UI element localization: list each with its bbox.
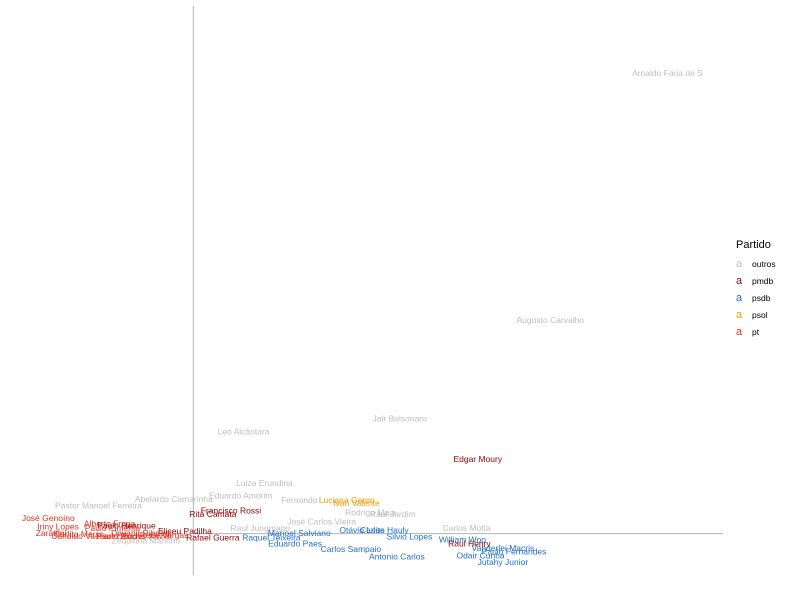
legend-item-outros: a outros xyxy=(736,255,800,272)
point-label-psol: Ivan Valente xyxy=(333,498,380,508)
point-label-outros: Arnaldo Faria de S xyxy=(632,68,703,78)
legend-item-psol: a psol xyxy=(736,306,800,323)
axes xyxy=(192,6,723,575)
point-label-outros: Eduardo Amorim xyxy=(209,490,272,500)
point-label-pt: Eudes Xavier xyxy=(122,531,173,541)
point-label-psdb: Manoel Salviano xyxy=(268,528,331,538)
legend-title: Partido xyxy=(736,239,771,251)
legend: Partido a outros a pmdb a psdb a psol a pt xyxy=(736,239,800,340)
point-label-pmdb: Rafael Guerra xyxy=(186,533,240,543)
legend-key-glyph: a xyxy=(736,274,743,287)
legend-key-glyph: a xyxy=(736,291,743,304)
point-label-psdb: Raquel Teixeira xyxy=(242,533,301,543)
point-label-pt: Carlito Merss xyxy=(54,529,104,539)
legend-key-glyph: a xyxy=(736,257,743,270)
point-label-outros: Leo Alcântara xyxy=(218,427,270,437)
point-label-psdb: Carlos Sampaio xyxy=(321,544,382,554)
legend-key-glyph: a xyxy=(736,325,743,338)
legend-label: psol xyxy=(752,309,768,320)
point-label-pmdb: Rita Camata xyxy=(189,509,237,519)
legend-items: a outros a pmdb a psdb a psol a pt xyxy=(736,255,800,340)
point-label-psdb: William Woo xyxy=(439,535,486,545)
point-label-pt: Zarattini xyxy=(36,528,67,538)
legend-label: outros xyxy=(752,258,776,269)
point-label-psdb: Otávio Leite xyxy=(339,525,385,535)
point-label-outros: Rodrigo Maia xyxy=(345,507,396,517)
point-label-pmdb: Eliseu Padilha xyxy=(158,526,212,536)
point-label-outros: Carlos Motta xyxy=(443,523,491,533)
point-label-psdb: Odair Cunha xyxy=(456,550,504,560)
point-label-pt: Paulo Rocha xyxy=(96,531,145,541)
point-label-outros: Jair Bolsonaro xyxy=(373,413,428,423)
point-label-pt: José Genoíno xyxy=(22,513,75,523)
point-label-outros: Abelardo Camarinha xyxy=(135,494,213,504)
point-label-psdb: Jutahy Junior xyxy=(478,557,529,567)
legend-item-psdb: a psdb xyxy=(736,289,800,306)
point-label-outros: José Carlos Vieira xyxy=(287,517,356,527)
point-label-pmdb: Raul Henry xyxy=(448,538,491,548)
point-label-psol: Luciana Genro xyxy=(319,495,375,505)
point-label-outros: Raul Jardim xyxy=(370,509,415,519)
point-label-psdb: Vanderlei Macris xyxy=(472,543,535,553)
point-label-psdb: Paulo Fernandes xyxy=(482,547,547,557)
legend-item-pmdb: a pmdb xyxy=(736,272,800,289)
legend-label: pt xyxy=(752,326,760,337)
point-label-outros: Zequinha Marinho xyxy=(112,535,181,545)
point-label-pmdb: Paulo Henrique xyxy=(97,520,156,530)
point-label-pt: Pepe Vargas xyxy=(140,530,189,540)
point-label-outros: Pastor Manoel Ferreira xyxy=(55,501,142,511)
point-label-pmdb: Francisco Rossi xyxy=(201,505,262,515)
point-label-pt: Devanir Ribeiro xyxy=(111,528,170,538)
point-label-pt: Iriny Lopes xyxy=(37,521,79,531)
point-label-psdb: Eduardo Paes xyxy=(268,538,322,548)
point-label-psdb: Silvio Lopes xyxy=(387,532,433,542)
point-label-pmdb: Edgar Moury xyxy=(453,454,502,464)
legend-label: psdb xyxy=(752,292,771,303)
point-label-outros: Raul Jungmann xyxy=(230,523,290,533)
point-label-pt: Cândido Vaccarezza xyxy=(51,531,129,541)
point-label-outros: Luiza Erundina xyxy=(236,478,293,488)
point-label-psdb: Carlos Hauly xyxy=(360,525,409,535)
point-labels: Arnaldo Faria de S Augusto Carvalho Jair B… xyxy=(22,68,703,567)
legend-label: pmdb xyxy=(752,275,774,286)
point-label-pt: Paulo Pimenta xyxy=(85,523,141,533)
legend-key-glyph: a xyxy=(736,308,743,321)
point-label-outros: Augusto Carvalho xyxy=(517,315,585,325)
point-label-psdb: Antonio Carlos xyxy=(369,551,425,561)
point-label-outros: Fernando xyxy=(281,495,318,505)
legend-item-pt: a pt xyxy=(736,323,800,340)
point-label-pt: Alberto Fraga xyxy=(84,519,136,529)
